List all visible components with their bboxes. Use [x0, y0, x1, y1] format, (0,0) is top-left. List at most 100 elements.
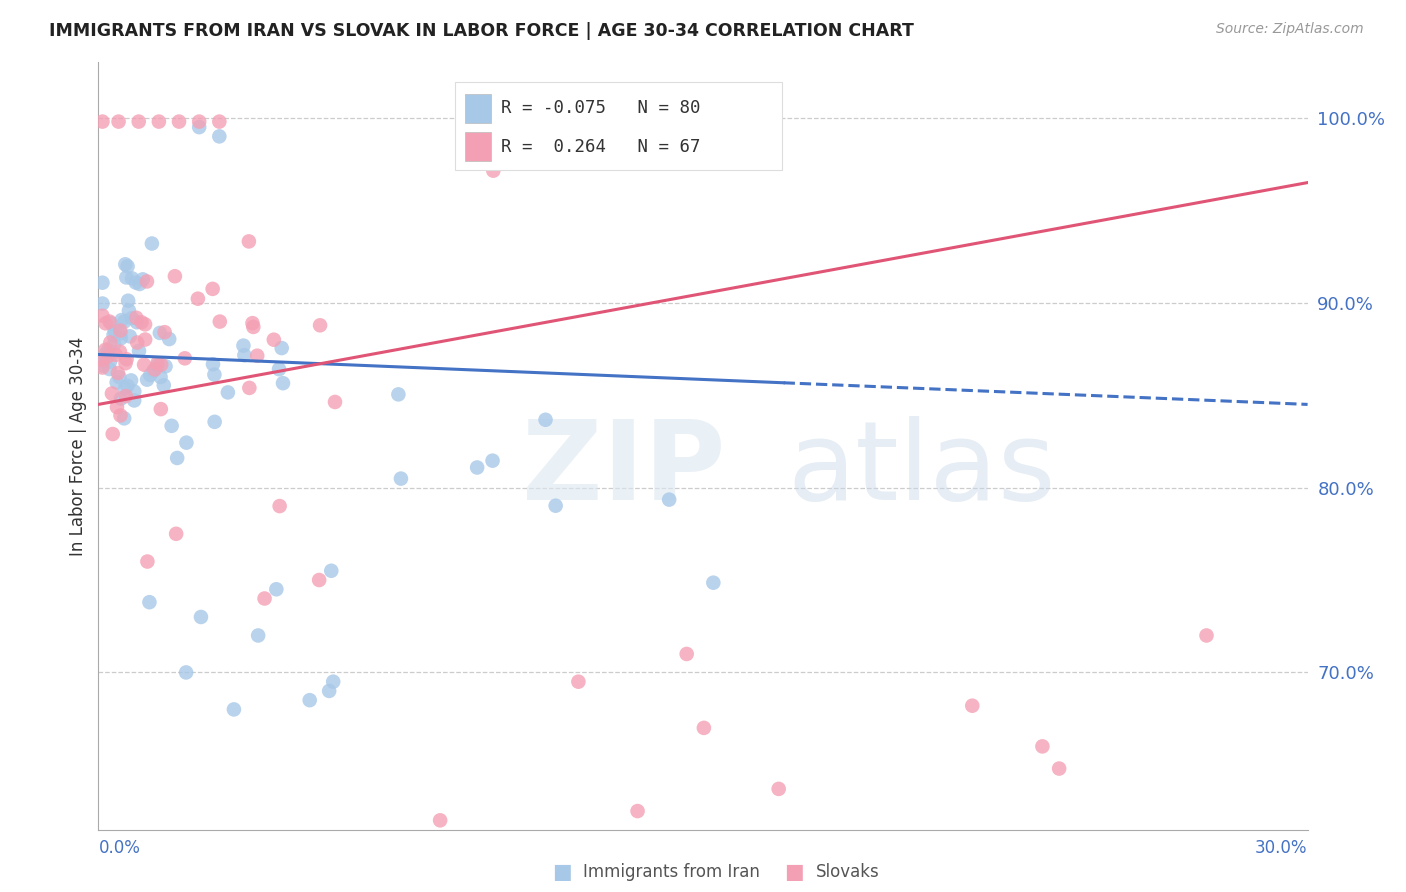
Point	[232, 338, 254, 352]
Point	[308, 573, 330, 587]
Point	[128, 114, 150, 128]
Point	[389, 472, 412, 486]
Point	[110, 326, 132, 341]
Point	[114, 381, 136, 395]
Point	[387, 387, 409, 401]
Point	[217, 385, 239, 400]
Point	[675, 647, 697, 661]
Point	[481, 453, 503, 467]
Point	[152, 378, 174, 392]
Point	[658, 492, 681, 507]
Text: ZIP: ZIP	[522, 416, 725, 523]
Point	[482, 163, 505, 178]
Point	[253, 591, 276, 606]
Point	[97, 350, 120, 364]
Point	[160, 418, 183, 433]
Point	[146, 356, 169, 370]
Point	[188, 120, 211, 135]
Point	[134, 333, 156, 347]
Point	[128, 277, 150, 291]
Point	[962, 698, 984, 713]
Point	[117, 260, 139, 274]
Point	[98, 362, 121, 376]
Point	[1195, 628, 1218, 642]
Point	[267, 362, 290, 376]
Point	[94, 347, 117, 361]
Point	[149, 402, 172, 417]
Point	[118, 329, 141, 343]
Point	[167, 114, 190, 128]
Point	[174, 665, 197, 680]
Point	[318, 684, 340, 698]
Point	[1031, 739, 1053, 754]
Point	[110, 392, 132, 406]
Point	[173, 351, 195, 366]
Point	[166, 450, 188, 465]
Point	[125, 310, 148, 325]
Text: Slovaks: Slovaks	[815, 863, 879, 881]
Point	[534, 413, 557, 427]
Point	[91, 276, 114, 290]
Point	[201, 357, 224, 371]
Point	[110, 409, 132, 423]
Point	[114, 257, 136, 271]
Point	[105, 376, 128, 390]
Point	[98, 335, 121, 350]
Point	[153, 325, 176, 339]
Point	[263, 333, 285, 347]
Point	[128, 343, 150, 358]
Point	[136, 275, 159, 289]
Y-axis label: In Labor Force | Age 30-34: In Labor Force | Age 30-34	[69, 336, 87, 556]
Point	[269, 499, 291, 513]
Point	[190, 610, 212, 624]
Point	[110, 331, 132, 345]
Point	[94, 343, 117, 357]
Point	[139, 368, 162, 382]
Point	[120, 373, 142, 387]
Text: ■: ■	[553, 863, 572, 882]
Text: R = -0.075   N = 80: R = -0.075 N = 80	[501, 100, 700, 118]
Point	[100, 316, 122, 330]
Text: Immigrants from Iran: Immigrants from Iran	[583, 863, 761, 881]
Point	[238, 235, 260, 249]
Point	[105, 400, 128, 414]
Point	[91, 354, 114, 368]
Point	[115, 270, 138, 285]
FancyBboxPatch shape	[465, 132, 492, 161]
Point	[157, 332, 180, 346]
Text: IMMIGRANTS FROM IRAN VS SLOVAK IN LABOR FORCE | AGE 30-34 CORRELATION CHART: IMMIGRANTS FROM IRAN VS SLOVAK IN LABOR …	[49, 22, 914, 40]
Point	[187, 292, 209, 306]
Point	[238, 381, 260, 395]
Point	[138, 595, 160, 609]
Point	[242, 316, 264, 330]
Point	[149, 370, 172, 384]
Point	[94, 316, 117, 330]
Point	[298, 693, 321, 707]
Text: 30.0%: 30.0%	[1256, 838, 1308, 857]
Point	[91, 114, 114, 128]
Point	[323, 395, 346, 409]
Point	[242, 320, 264, 334]
Point	[321, 564, 343, 578]
Point	[626, 804, 648, 818]
Point	[132, 272, 155, 286]
Point	[121, 311, 143, 326]
Point	[91, 309, 114, 323]
Point	[544, 499, 567, 513]
Point	[132, 358, 155, 372]
Point	[91, 360, 114, 375]
Point	[142, 364, 165, 378]
Point	[108, 370, 131, 384]
Point	[117, 293, 139, 308]
Point	[271, 376, 294, 391]
Text: Source: ZipAtlas.com: Source: ZipAtlas.com	[1216, 22, 1364, 37]
Point	[98, 354, 121, 368]
Point	[125, 315, 148, 329]
Point	[115, 352, 138, 367]
Point	[176, 435, 198, 450]
Point	[208, 114, 231, 128]
Point	[101, 386, 124, 401]
Point	[122, 384, 145, 399]
Point	[150, 358, 173, 372]
Point	[143, 362, 166, 376]
